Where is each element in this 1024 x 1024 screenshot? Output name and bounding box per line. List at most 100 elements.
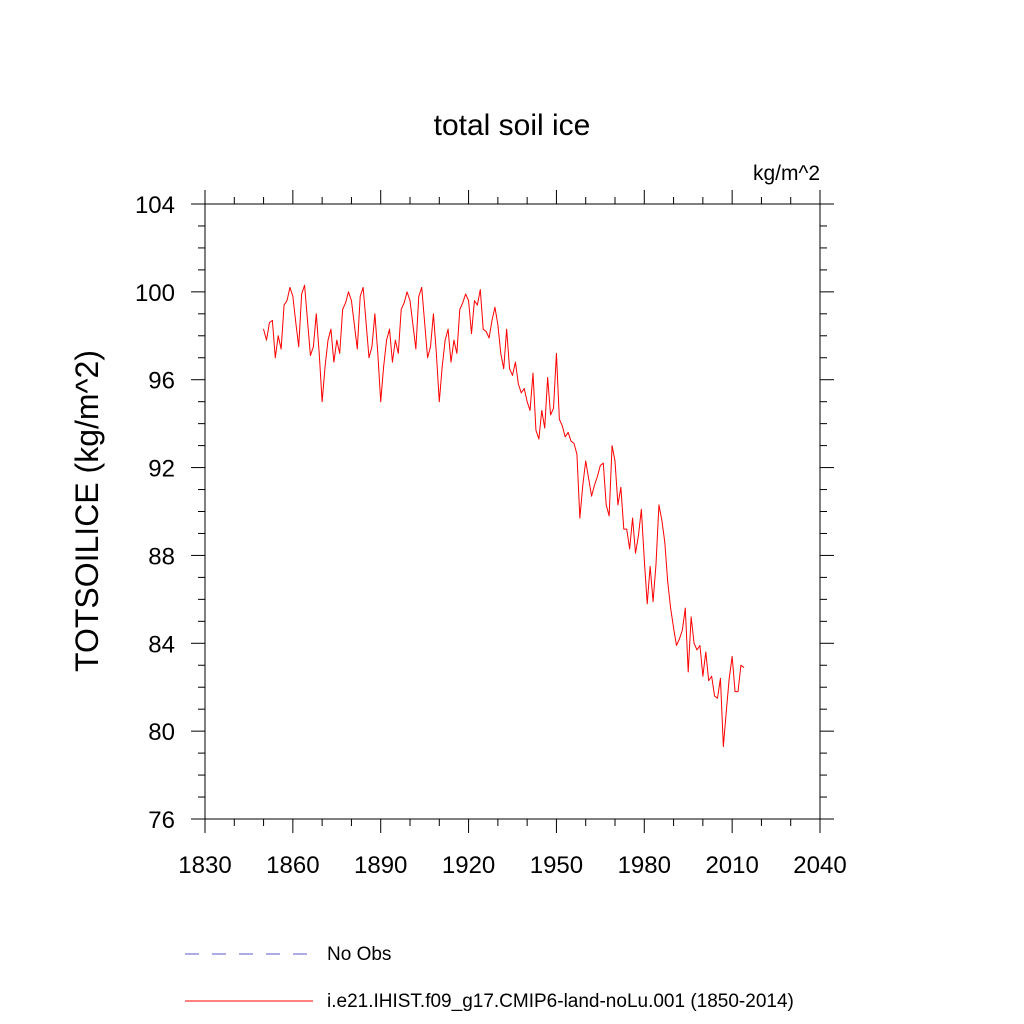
data-point	[271, 320, 273, 321]
data-point	[558, 418, 560, 420]
data-point	[564, 436, 566, 438]
data-point	[515, 361, 516, 363]
data-point	[333, 361, 335, 363]
data-point	[503, 368, 505, 370]
data-point	[362, 287, 364, 288]
data-point	[295, 322, 297, 324]
data-point	[409, 300, 411, 302]
data-point	[447, 328, 449, 330]
data-point	[705, 651, 707, 653]
data-point	[579, 517, 581, 519]
data-point	[743, 667, 745, 668]
data-point	[441, 366, 443, 367]
data-point	[509, 368, 510, 370]
data-point	[737, 691, 739, 693]
plot-frame	[204, 203, 821, 820]
data-point	[722, 746, 724, 747]
data-point	[330, 328, 332, 330]
y-tick-label: 100	[135, 280, 175, 307]
data-point	[494, 306, 496, 308]
data-point	[392, 361, 393, 363]
data-point	[728, 678, 730, 679]
data-point	[541, 410, 543, 411]
data-point	[318, 352, 320, 354]
data-point	[640, 508, 642, 510]
data-point	[535, 429, 537, 431]
data-point	[435, 352, 437, 354]
data-point	[670, 607, 672, 609]
data-point	[412, 324, 414, 326]
data-point	[380, 401, 382, 403]
data-point	[620, 486, 622, 488]
data-point	[711, 675, 713, 677]
data-point	[544, 427, 546, 429]
data-point	[626, 528, 628, 530]
data-point	[400, 309, 402, 310]
y-tick-label: 96	[148, 368, 175, 395]
axis-ticks	[191, 190, 834, 833]
data-point	[731, 656, 733, 657]
x-tick-label: 2040	[793, 852, 846, 879]
data-point	[693, 642, 695, 644]
data-point	[359, 295, 361, 297]
data-point	[594, 484, 595, 486]
data-point	[500, 352, 502, 354]
data-point	[397, 352, 399, 354]
data-point	[550, 414, 551, 416]
data-point	[263, 328, 264, 330]
data-point	[421, 287, 423, 288]
data-point	[304, 284, 305, 286]
data-point	[538, 438, 540, 440]
data-point	[608, 515, 610, 517]
data-point	[664, 541, 666, 543]
data-point	[351, 300, 352, 302]
data-point	[517, 383, 519, 385]
data-point	[696, 649, 698, 651]
data-point	[740, 664, 742, 666]
axis-tick-labels: 1830 1860 1890 1920 1950 1980 2010 2040 76 80 84 88…	[135, 192, 847, 879]
data-point	[646, 603, 648, 605]
data-point	[717, 697, 718, 699]
data-point	[342, 309, 344, 310]
y-tick-label: 84	[148, 631, 175, 658]
data-point	[418, 295, 420, 297]
data-point	[438, 401, 440, 403]
data-point	[529, 410, 531, 411]
data-point	[403, 302, 405, 304]
data-point	[497, 324, 499, 326]
data-point	[635, 552, 636, 554]
legend: No Obs i.e21.IHIST.f09_g17.CMIP6-land-no…	[185, 944, 794, 1012]
y-tick-label: 88	[148, 543, 175, 570]
data-point	[614, 460, 616, 462]
data-point	[324, 366, 326, 367]
data-point	[433, 313, 434, 315]
data-point	[725, 710, 727, 712]
data-point	[365, 322, 367, 324]
data-point	[482, 328, 484, 330]
data-point	[632, 517, 633, 519]
data-point	[274, 357, 276, 359]
chart-title: total soil ice	[434, 109, 591, 142]
data-point	[570, 440, 572, 442]
legend-label-no-obs: No Obs	[327, 944, 391, 965]
data-point	[506, 328, 508, 330]
data-point	[286, 300, 288, 302]
data-point	[734, 691, 736, 693]
y-tick-label: 104	[135, 192, 175, 219]
data-point	[336, 339, 338, 341]
data-point	[321, 401, 323, 403]
data-point	[638, 535, 639, 537]
y-tick-label: 92	[148, 456, 175, 483]
data-point	[280, 348, 282, 350]
data-point	[576, 453, 578, 455]
data-point	[673, 627, 674, 629]
y-tick-label: 80	[148, 719, 175, 746]
series-line	[263, 284, 745, 748]
x-tick-label: 1950	[530, 852, 583, 879]
data-point	[292, 295, 294, 297]
x-tick-label: 1860	[266, 852, 319, 879]
data-point	[394, 339, 396, 341]
data-point	[597, 475, 598, 477]
data-point	[582, 484, 584, 486]
data-point	[266, 339, 267, 341]
